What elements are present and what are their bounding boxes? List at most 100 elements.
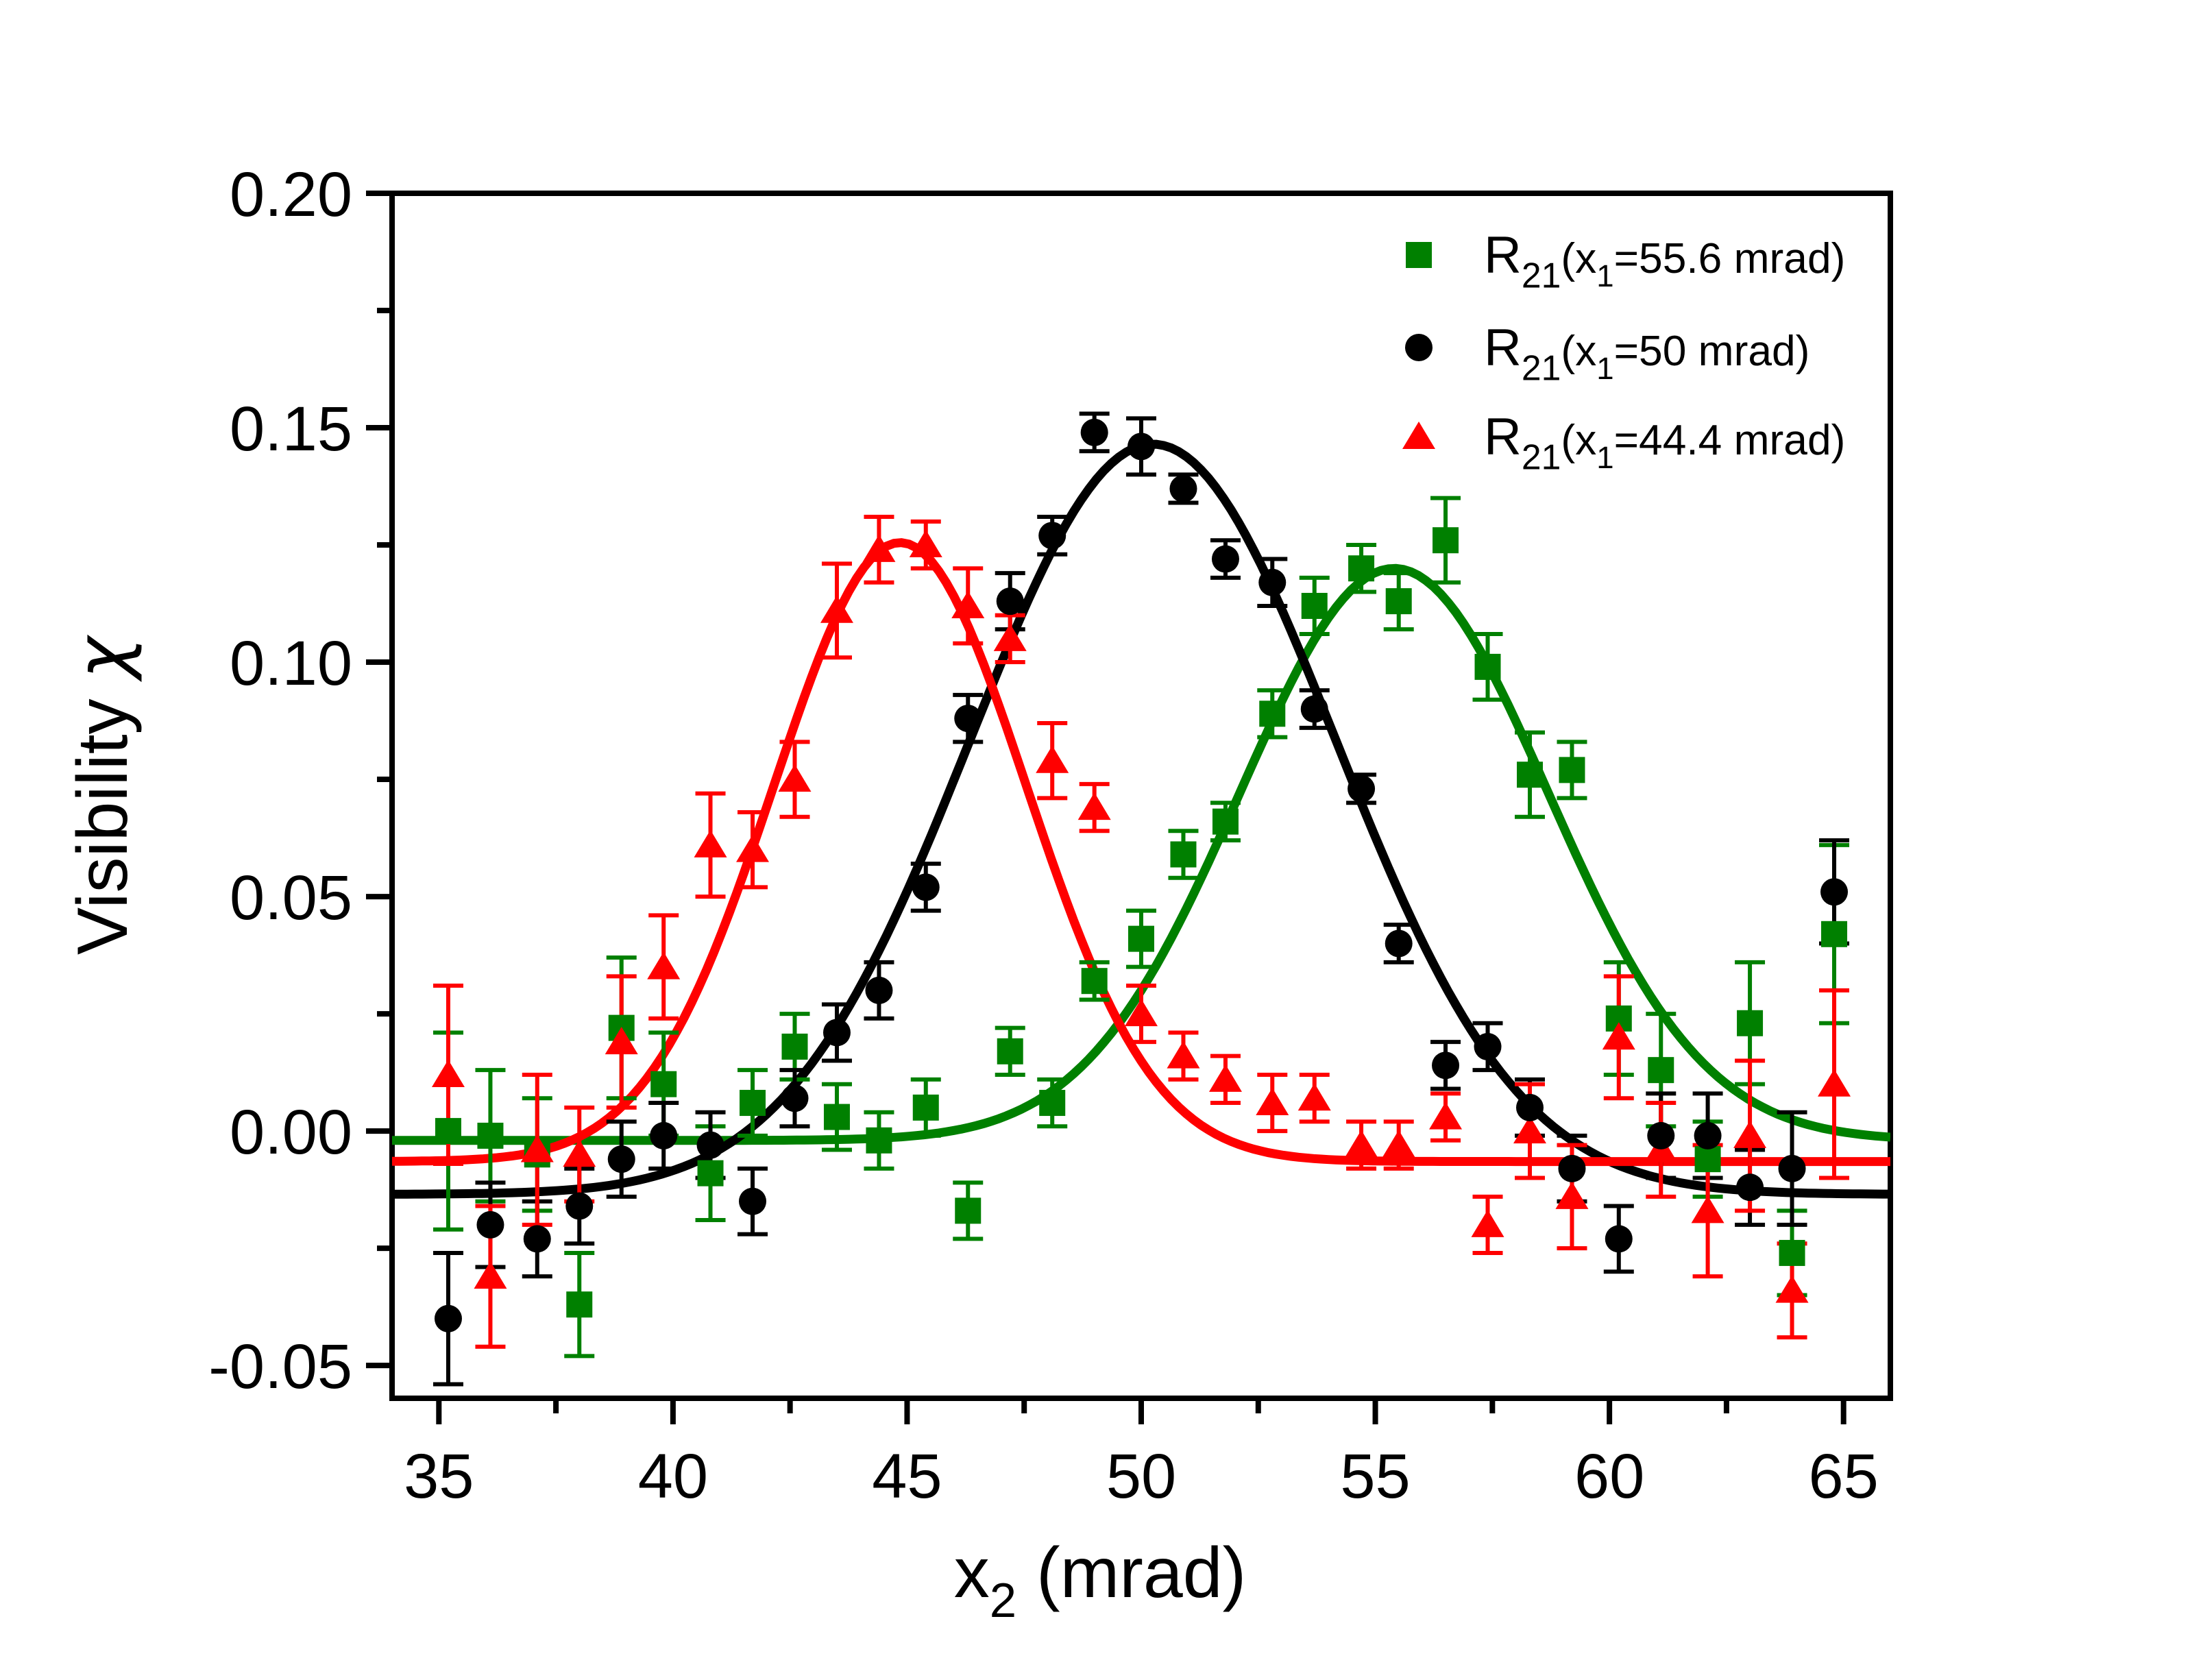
data-point-circle (954, 705, 982, 733)
data-point-square (650, 1071, 677, 1097)
series-triangle (431, 530, 1851, 1303)
legend: R21(x1=55.6 mrad) R21(x1=50 mrad) R21(x1=4… (1402, 226, 1845, 476)
error-bars-circle (432, 411, 1850, 1387)
x-tick-label: 50 (1106, 1441, 1176, 1511)
data-point-square (435, 1118, 461, 1145)
data-point-circle (1605, 1225, 1633, 1253)
data-point-triangle (1345, 1130, 1378, 1158)
data-point-triangle (1125, 999, 1158, 1027)
data-point-circle (434, 1304, 462, 1332)
data-point-triangle (1382, 1130, 1415, 1158)
data-point-triangle (993, 623, 1027, 651)
data-point-square (1694, 1146, 1721, 1173)
data-point-circle (1169, 474, 1197, 502)
x-tick-label: 55 (1340, 1441, 1410, 1511)
data-point-triangle (605, 1027, 638, 1055)
data-point-triangle (736, 834, 770, 862)
markers-group (431, 418, 1851, 1332)
x-tick-label: 60 (1574, 1441, 1644, 1511)
data-point-triangle (862, 534, 896, 562)
data-point-triangle (1208, 1064, 1242, 1092)
legend-label: R21(x1=44.4 mrad) (1484, 408, 1845, 476)
data-point-circle (1647, 1121, 1675, 1149)
x-tick-label: 45 (872, 1441, 942, 1511)
x-tick-label: 65 (1809, 1441, 1879, 1511)
data-point-square (866, 1127, 892, 1154)
data-point-triangle (1077, 792, 1111, 820)
data-point-square (1516, 762, 1543, 788)
data-point-circle (1258, 568, 1287, 596)
data-point-circle (1778, 1154, 1806, 1182)
legend-item: R21(x1=50 mrad) (1405, 319, 1809, 387)
legend-label: R21(x1=50 mrad) (1484, 319, 1809, 387)
data-point-triangle (694, 829, 727, 857)
data-point-triangle (951, 590, 985, 618)
y-tick-label: 0.05 (230, 863, 352, 933)
data-point-circle (1211, 545, 1239, 573)
data-point-triangle (909, 530, 942, 558)
ticks-group (366, 191, 1846, 1424)
data-point-triangle (1775, 1275, 1809, 1303)
data-point-triangle (1513, 1116, 1546, 1144)
data-point-circle (696, 1131, 724, 1159)
data-point-square (823, 1104, 850, 1130)
data-point-circle (1820, 878, 1849, 906)
data-point-circle (523, 1225, 551, 1253)
data-point-triangle (778, 764, 812, 792)
data-point-triangle (1471, 1209, 1504, 1237)
data-point-circle (1300, 695, 1328, 723)
data-point-triangle (1297, 1083, 1331, 1111)
data-point-square (1737, 1010, 1764, 1036)
x-tick-label: 40 (638, 1441, 708, 1511)
data-point-circle (607, 1145, 635, 1173)
y-tick-label: 0.10 (230, 629, 352, 698)
data-point-circle (739, 1187, 767, 1215)
legend-label: R21(x1=55.6 mrad) (1484, 226, 1845, 295)
data-point-square (1648, 1057, 1674, 1084)
error-bars-group (432, 411, 1850, 1387)
data-point-square (912, 1094, 939, 1121)
data-point-circle (822, 1019, 851, 1047)
data-point-square (1474, 653, 1501, 680)
data-point-triangle (1691, 1195, 1724, 1224)
data-point-square (740, 1090, 766, 1117)
series-circle (434, 418, 1849, 1332)
data-point-circle (1474, 1032, 1502, 1060)
legend-marker-square (1406, 242, 1432, 268)
data-point-circle (476, 1210, 504, 1239)
data-point-triangle (1256, 1088, 1289, 1116)
data-point-circle (1128, 433, 1155, 461)
data-point-square (1385, 588, 1412, 615)
data-point-square (1433, 527, 1459, 554)
data-point-square (1081, 968, 1108, 995)
data-point-square (1821, 921, 1848, 947)
x-axis-title: x2 (mrad) (954, 1533, 1246, 1627)
data-point-triangle (1429, 1101, 1463, 1130)
legend-marker-triangle (1402, 422, 1435, 449)
y-tick-label: 0.20 (230, 160, 352, 230)
series-square (435, 527, 1848, 1318)
data-point-circle (1432, 1051, 1460, 1080)
data-point-square (697, 1160, 724, 1186)
data-point-circle (1080, 418, 1108, 446)
data-point-circle (1694, 1121, 1722, 1149)
legend-marker-circle (1405, 334, 1433, 361)
data-point-triangle (474, 1261, 507, 1289)
data-point-triangle (820, 595, 853, 623)
data-point-triangle (1602, 1022, 1635, 1050)
data-point-circle (865, 976, 893, 1004)
data-point-circle (1385, 929, 1413, 958)
data-point-circle (1515, 1093, 1544, 1121)
y-tick-label: -0.05 (208, 1332, 352, 1402)
data-point-circle (1038, 522, 1066, 550)
data-point-square (1039, 1090, 1066, 1117)
y-axis-title: Visibility χ (60, 634, 144, 955)
data-point-triangle (520, 1134, 554, 1162)
data-point-circle (1348, 775, 1376, 803)
x-tick-label: 35 (404, 1441, 474, 1511)
data-point-triangle (431, 1060, 465, 1088)
data-point-square (1348, 555, 1375, 582)
data-point-triangle (1818, 1069, 1851, 1097)
legend-item: R21(x1=44.4 mrad) (1402, 408, 1845, 476)
data-point-square (566, 1291, 593, 1318)
